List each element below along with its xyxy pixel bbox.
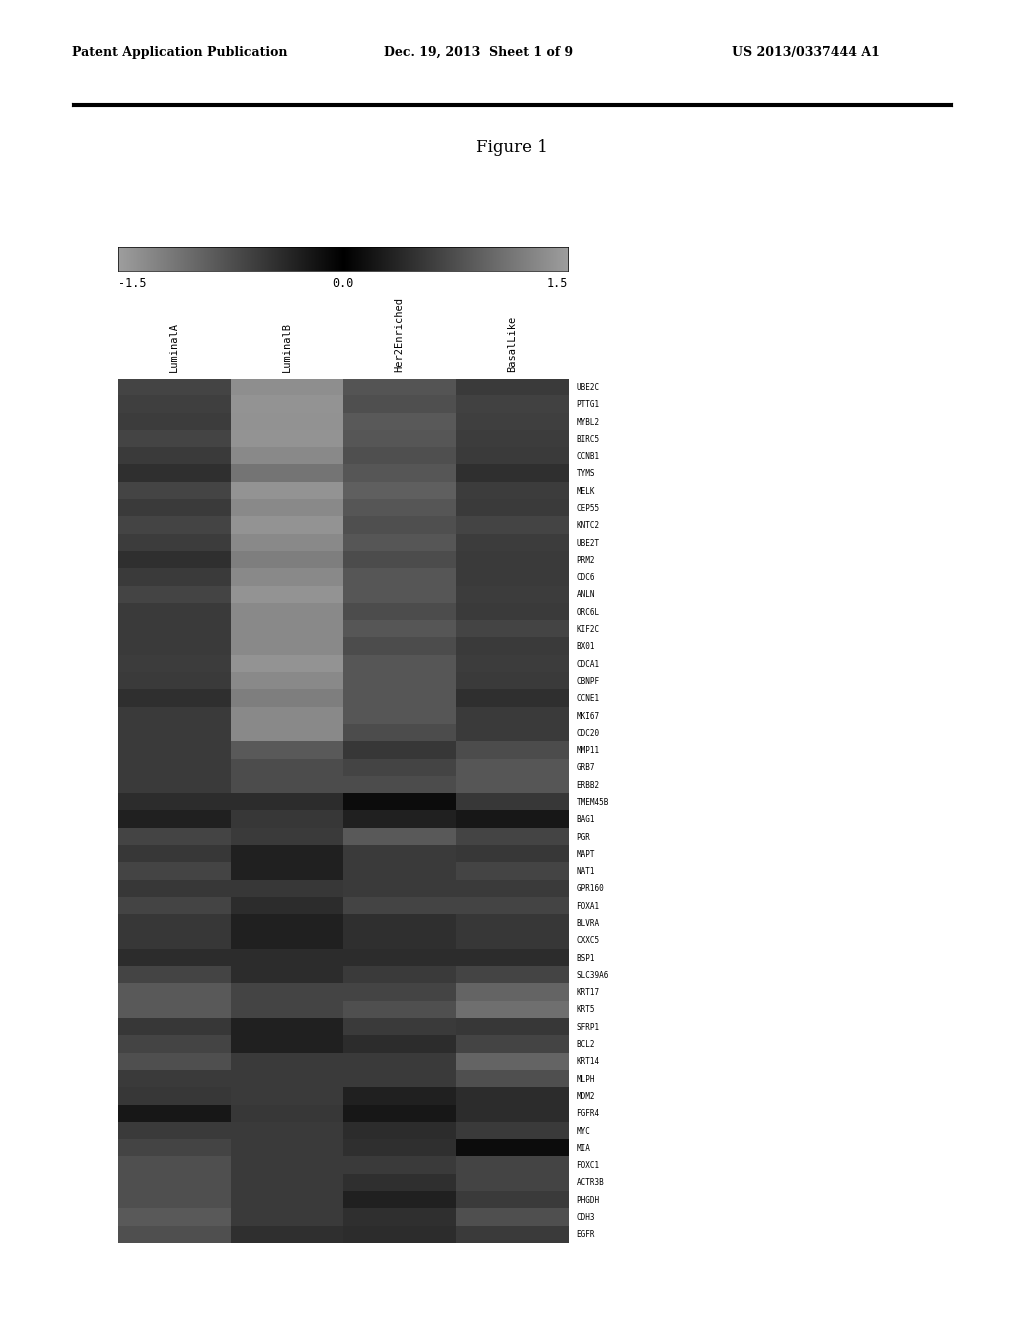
Text: PTTG1: PTTG1 [577,400,600,409]
Text: CBNPF: CBNPF [577,677,600,686]
Text: CDC20: CDC20 [577,729,600,738]
Text: PHGDH: PHGDH [577,1196,600,1205]
Text: CDH3: CDH3 [577,1213,595,1222]
Text: MMP11: MMP11 [577,746,600,755]
Text: ANLN: ANLN [577,590,595,599]
Text: TYMS: TYMS [577,470,595,478]
Text: BSP1: BSP1 [577,953,595,962]
Text: MDM2: MDM2 [577,1092,595,1101]
Text: GRB7: GRB7 [577,763,595,772]
Text: KRT17: KRT17 [577,989,600,997]
Text: BAG1: BAG1 [577,816,595,824]
Text: SLC39A6: SLC39A6 [577,972,609,979]
Text: ACTR3B: ACTR3B [577,1179,604,1188]
Text: GPR160: GPR160 [577,884,604,894]
Text: NAT1: NAT1 [577,867,595,876]
Text: MLPH: MLPH [577,1074,595,1084]
Text: Her2Enriched: Her2Enriched [394,297,404,372]
Text: 0.0: 0.0 [333,277,353,290]
Text: BCL2: BCL2 [577,1040,595,1049]
Text: PRM2: PRM2 [577,556,595,565]
Text: ORC6L: ORC6L [577,607,600,616]
Text: CXXC5: CXXC5 [577,936,600,945]
Text: MELK: MELK [577,487,595,496]
Text: BLVRA: BLVRA [577,919,600,928]
Text: CCNE1: CCNE1 [577,694,600,704]
Text: UBE2T: UBE2T [577,539,600,548]
Text: MKI67: MKI67 [577,711,600,721]
Text: KIF2C: KIF2C [577,626,600,634]
Text: MIA: MIA [577,1144,591,1152]
Text: 1.5: 1.5 [547,277,568,290]
Text: SFRP1: SFRP1 [577,1023,600,1032]
Text: BIRC5: BIRC5 [577,434,600,444]
Text: CEP55: CEP55 [577,504,600,513]
Text: MYBL2: MYBL2 [577,417,600,426]
Text: KRT5: KRT5 [577,1006,595,1015]
Text: LuminalB: LuminalB [282,322,292,372]
Text: Dec. 19, 2013  Sheet 1 of 9: Dec. 19, 2013 Sheet 1 of 9 [384,46,573,59]
Text: KRT14: KRT14 [577,1057,600,1067]
Text: EGFR: EGFR [577,1230,595,1239]
Text: CDC6: CDC6 [577,573,595,582]
Text: Figure 1: Figure 1 [476,139,548,156]
Text: -1.5: -1.5 [118,277,146,290]
Text: FOXA1: FOXA1 [577,902,600,911]
Text: BasalLike: BasalLike [507,315,517,372]
Text: MYC: MYC [577,1126,591,1135]
Text: FOXC1: FOXC1 [577,1162,600,1170]
Text: CDCA1: CDCA1 [577,660,600,669]
Text: LuminalA: LuminalA [169,322,179,372]
Text: US 2013/0337444 A1: US 2013/0337444 A1 [732,46,880,59]
Text: MAPT: MAPT [577,850,595,859]
Text: BX01: BX01 [577,643,595,651]
Text: KNTC2: KNTC2 [577,521,600,531]
Text: FGFR4: FGFR4 [577,1109,600,1118]
Text: PGR: PGR [577,833,591,842]
Text: TMEM45B: TMEM45B [577,799,609,807]
Text: UBE2C: UBE2C [577,383,600,392]
Text: Patent Application Publication: Patent Application Publication [72,46,287,59]
Text: ERBB2: ERBB2 [577,780,600,789]
Text: CCNB1: CCNB1 [577,453,600,461]
